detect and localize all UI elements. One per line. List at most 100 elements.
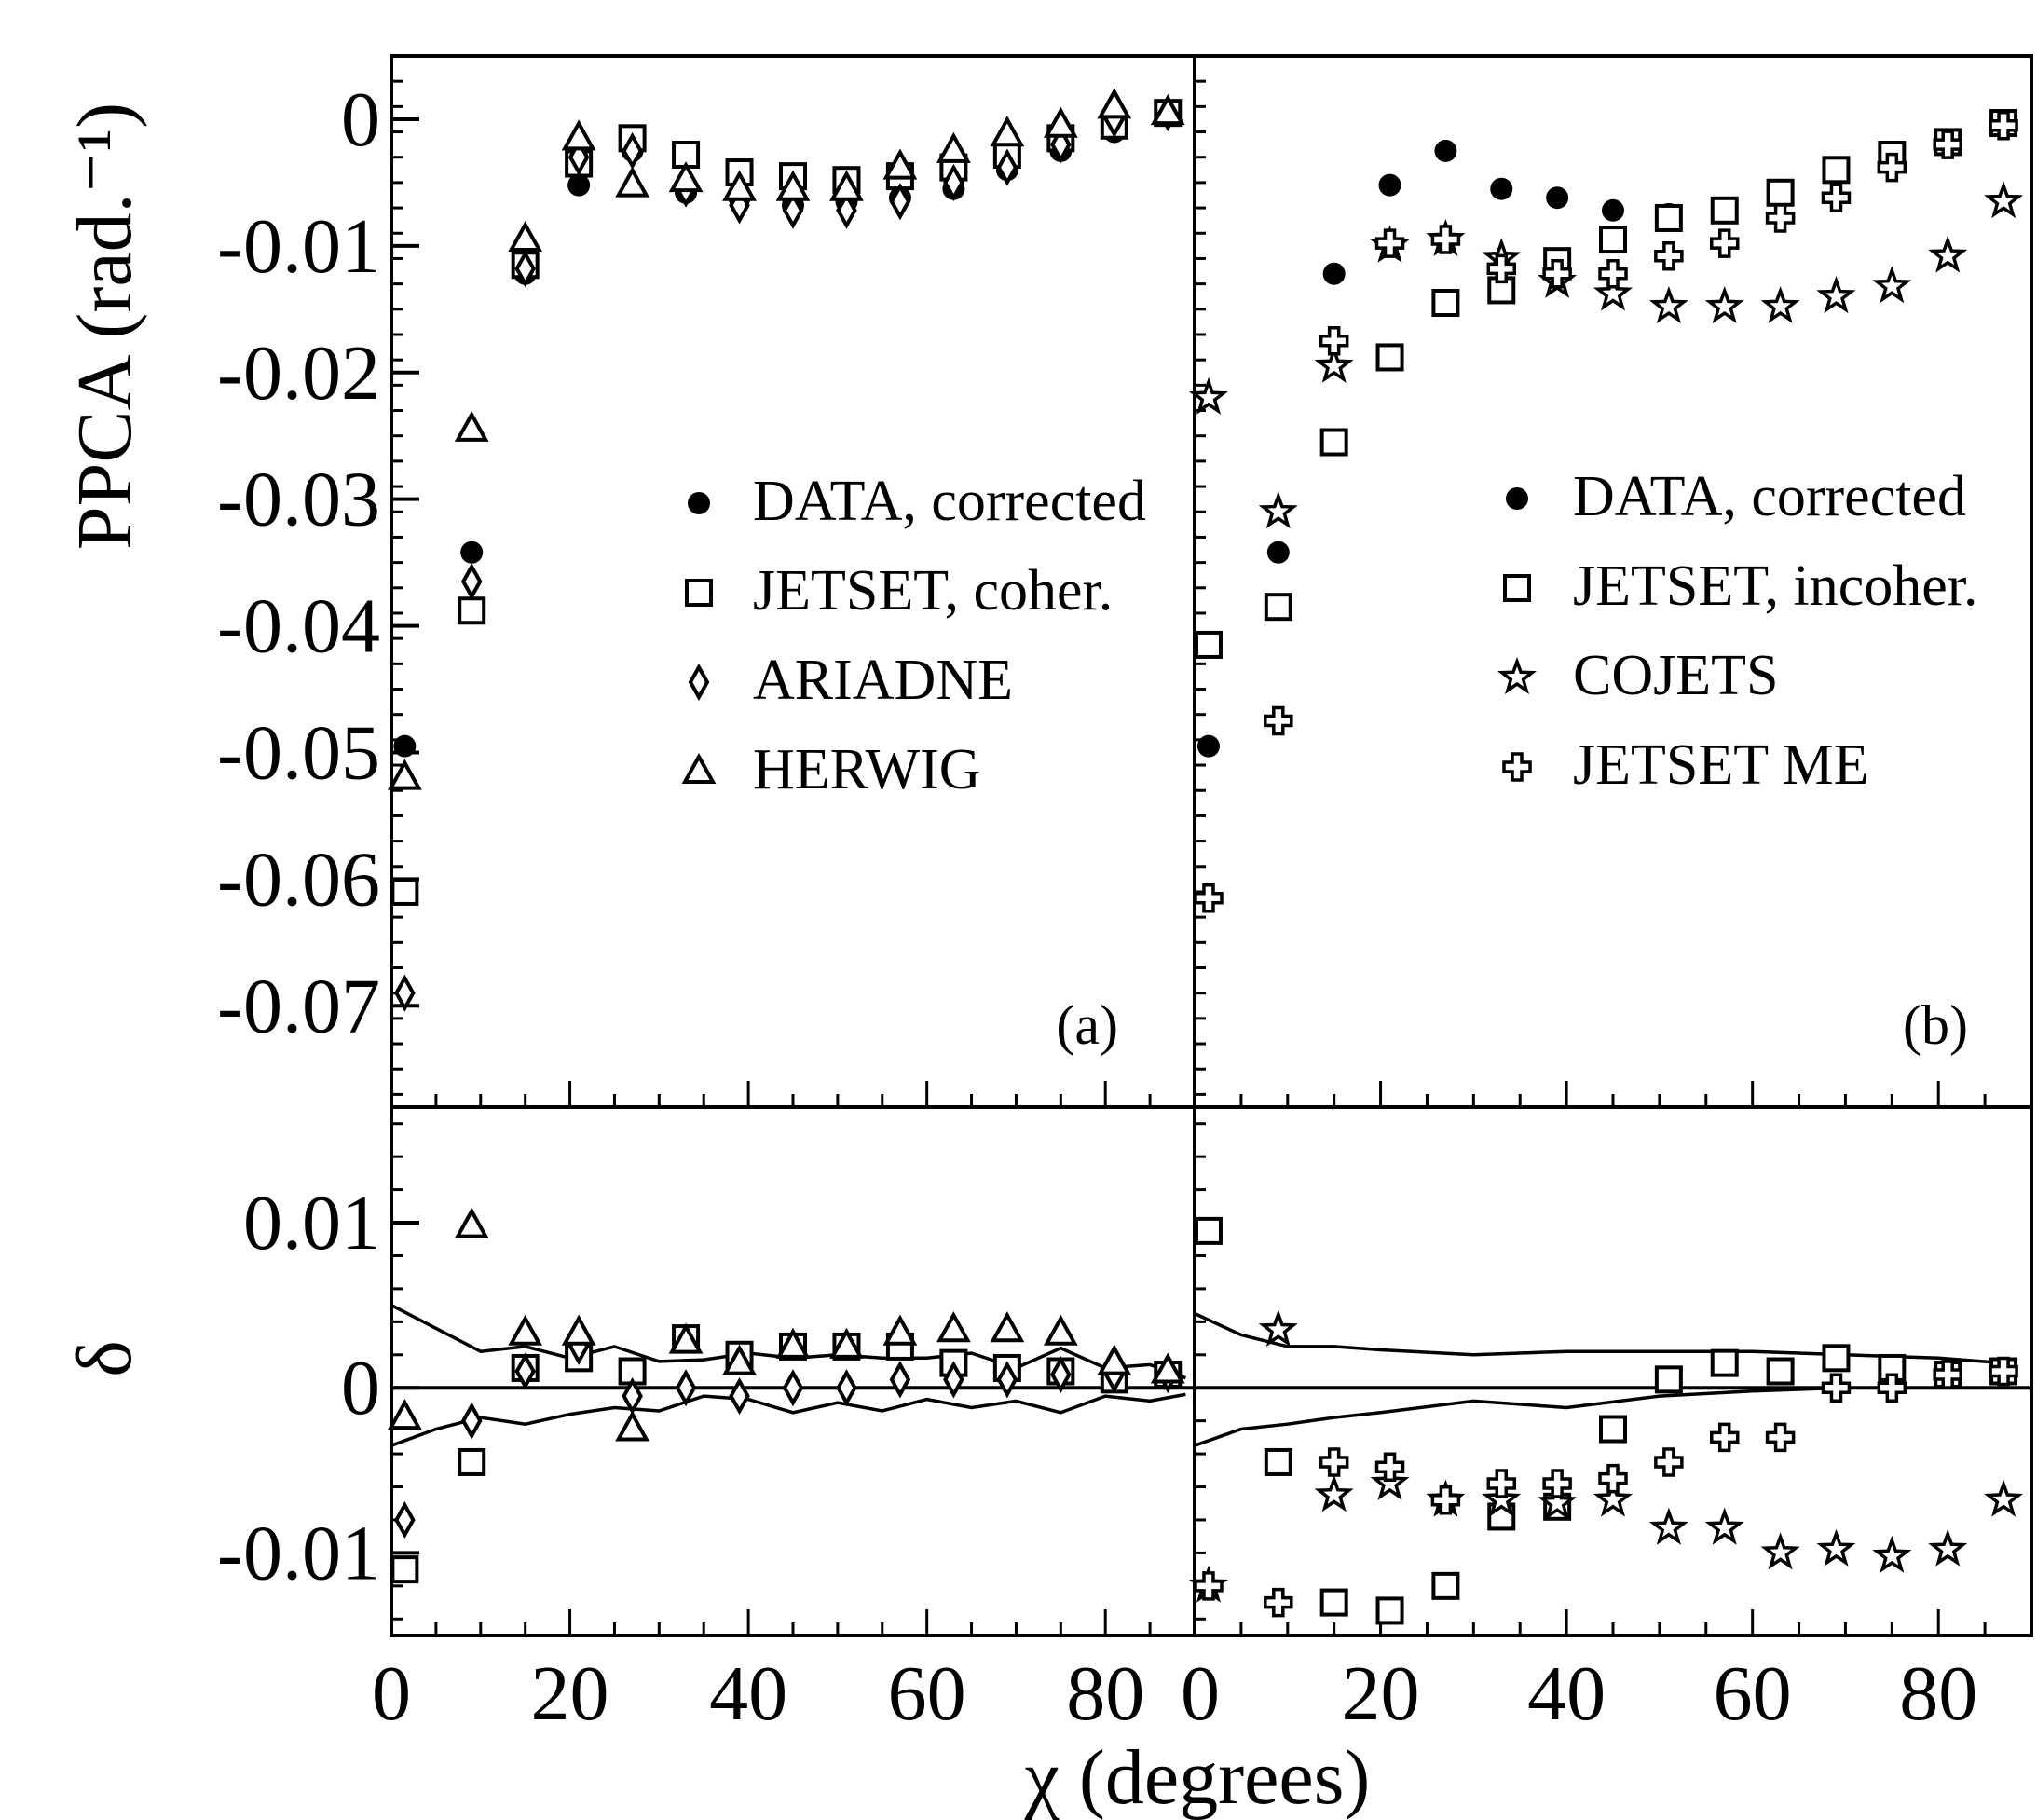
x-tick-label: 0 (1181, 1650, 1220, 1737)
y-tick-label: -0.03 (217, 457, 380, 543)
panel-b-top-point (1654, 240, 1684, 271)
panel-a-top-point (782, 191, 804, 229)
panel-b-bottom-point (1928, 1528, 1968, 1567)
legend-label: JETSET, coher. (753, 559, 1113, 623)
panel-b-bottom-point (1704, 1507, 1744, 1545)
legend-label: HERWIG (753, 738, 981, 801)
panel-b-top-point (1378, 173, 1401, 197)
legend-label: DATA, corrected (1573, 465, 1966, 528)
y-tick-label: -0.06 (217, 836, 380, 923)
panel-b-bottom-point (1598, 1463, 1628, 1494)
y-tick-label: -0.05 (217, 709, 380, 796)
y-tick-label: 0.01 (243, 1180, 380, 1266)
panel-a-top-point (622, 131, 643, 171)
panel-b-top-point (1928, 235, 1968, 273)
panel-b-bottom-point (1933, 1360, 1962, 1389)
panel-b-top-point (1194, 630, 1223, 659)
panel-b-top-point (1264, 705, 1293, 736)
panel-a-top-point (936, 131, 971, 163)
panel-b-top-point (1264, 593, 1292, 622)
panel-a-bottom-point (390, 1555, 419, 1584)
panel-a-top-point (836, 191, 857, 229)
panel-b-top-point (1374, 228, 1405, 258)
panel-b-bottom-point (1709, 1422, 1740, 1453)
y-axis-label-top: PPCA (rad.⁻¹) (62, 103, 148, 550)
panel-a-bottom-point (1150, 1352, 1185, 1384)
x-tick-label: 60 (888, 1650, 966, 1737)
panel-b-bottom-point (1816, 1528, 1856, 1567)
panel-a-bottom-point (990, 1311, 1025, 1343)
panel-b-top-point (1816, 276, 1856, 314)
panel-b-top-point (1258, 491, 1298, 529)
x-tick-label: 80 (1066, 1650, 1144, 1737)
y-axis-label-bottom: δ (62, 1340, 148, 1377)
y-tick-label: -0.01 (217, 203, 380, 290)
panel-a-top-point (1150, 94, 1185, 126)
panel-a-top-point (460, 562, 483, 601)
panel-b-bottom-point (1194, 1571, 1224, 1601)
panel-b-top-point (1877, 152, 1907, 183)
panel-b-bottom-point (1314, 1474, 1354, 1512)
panel-b-top-point (1599, 226, 1627, 254)
panel-a-bottom-point (394, 1500, 416, 1539)
legend-marker (1503, 574, 1531, 602)
panel-a-top-point (393, 734, 417, 758)
legend-label: ARIADNE (753, 649, 1013, 712)
panel-b-top-point (1704, 285, 1744, 323)
panel-b-top-point (1984, 181, 2024, 219)
panel-b-bottom-point (1542, 1469, 1572, 1498)
legend-label: JETSET ME (1573, 733, 1868, 797)
panel-b-top-point (1434, 139, 1457, 162)
panel-b-top-point (1821, 183, 1852, 212)
panel-a-top-point (1043, 106, 1078, 138)
axis-labels: 0 -0.01 -0.02 -0.03 -0.04 -0.05 -0.06 -0.07 0.01… (62, 76, 1977, 1820)
panel-b-bottom-point (1374, 1452, 1405, 1483)
legend-marker (681, 752, 717, 784)
x-tick-label: 80 (1899, 1650, 1977, 1737)
panel-b-bottom-point (1264, 1447, 1292, 1476)
x-tick-label: 0 (372, 1650, 411, 1737)
panel-b-top-point (1593, 273, 1634, 311)
panel-a-bottom-point (882, 1314, 918, 1346)
panel-a-top-point (567, 173, 591, 197)
legend-label: DATA, corrected (753, 470, 1146, 533)
panel-b-bottom-point (1599, 1415, 1627, 1444)
y-tick-label: 0 (341, 1345, 380, 1431)
legend-marker (685, 579, 713, 607)
panel-b-bottom-point (1319, 1447, 1349, 1477)
panel-label-b: (b) (1903, 994, 1968, 1056)
panel-b-top-point (1765, 203, 1796, 233)
x-axis-label: χ (degrees) (1024, 1734, 1371, 1820)
panel-a-bottom-point (454, 1207, 489, 1238)
panel-a-top-point (829, 170, 864, 201)
legend-marker (1506, 487, 1528, 510)
panel-a-top-point (561, 119, 596, 151)
panel-a-top-point (889, 183, 911, 221)
x-tick-label: 40 (709, 1650, 787, 1737)
panel-a-top-point (508, 220, 543, 253)
panel-b-bottom-point (1375, 1596, 1404, 1625)
uncertainty-bands (390, 1304, 2004, 1447)
y-tick-label: -0.04 (217, 583, 380, 670)
panel-a-bottom-point (460, 1402, 483, 1440)
panel-b-bottom-point (1648, 1507, 1688, 1545)
panel-b-top-point (1322, 262, 1346, 285)
panel-b-top-point (1933, 130, 1962, 159)
legend-marker (688, 663, 710, 702)
panel-b-bottom-point (1482, 1479, 1522, 1517)
panel-a-top-point (990, 116, 1025, 147)
panel-b-top-point (1766, 178, 1795, 207)
panel-b-bottom-point (1430, 1485, 1461, 1515)
panel-b-bottom-point (1766, 1357, 1795, 1386)
panel-b-top-point (1872, 266, 1912, 304)
panel-b-top-point (1709, 228, 1740, 258)
legends: DATA, corrected JETSET, coher. ARIADNE HERW… (681, 465, 1977, 801)
panel-b-top-point (1430, 225, 1461, 254)
panel-a-top-point (514, 250, 536, 288)
panel-a-bottom-point (782, 1369, 804, 1407)
panel-b-top-point (1266, 541, 1290, 564)
panel-a-bottom-point (1043, 1314, 1078, 1346)
panel-b-bottom-point (1486, 1469, 1517, 1498)
panel-a-top-point (943, 163, 964, 201)
